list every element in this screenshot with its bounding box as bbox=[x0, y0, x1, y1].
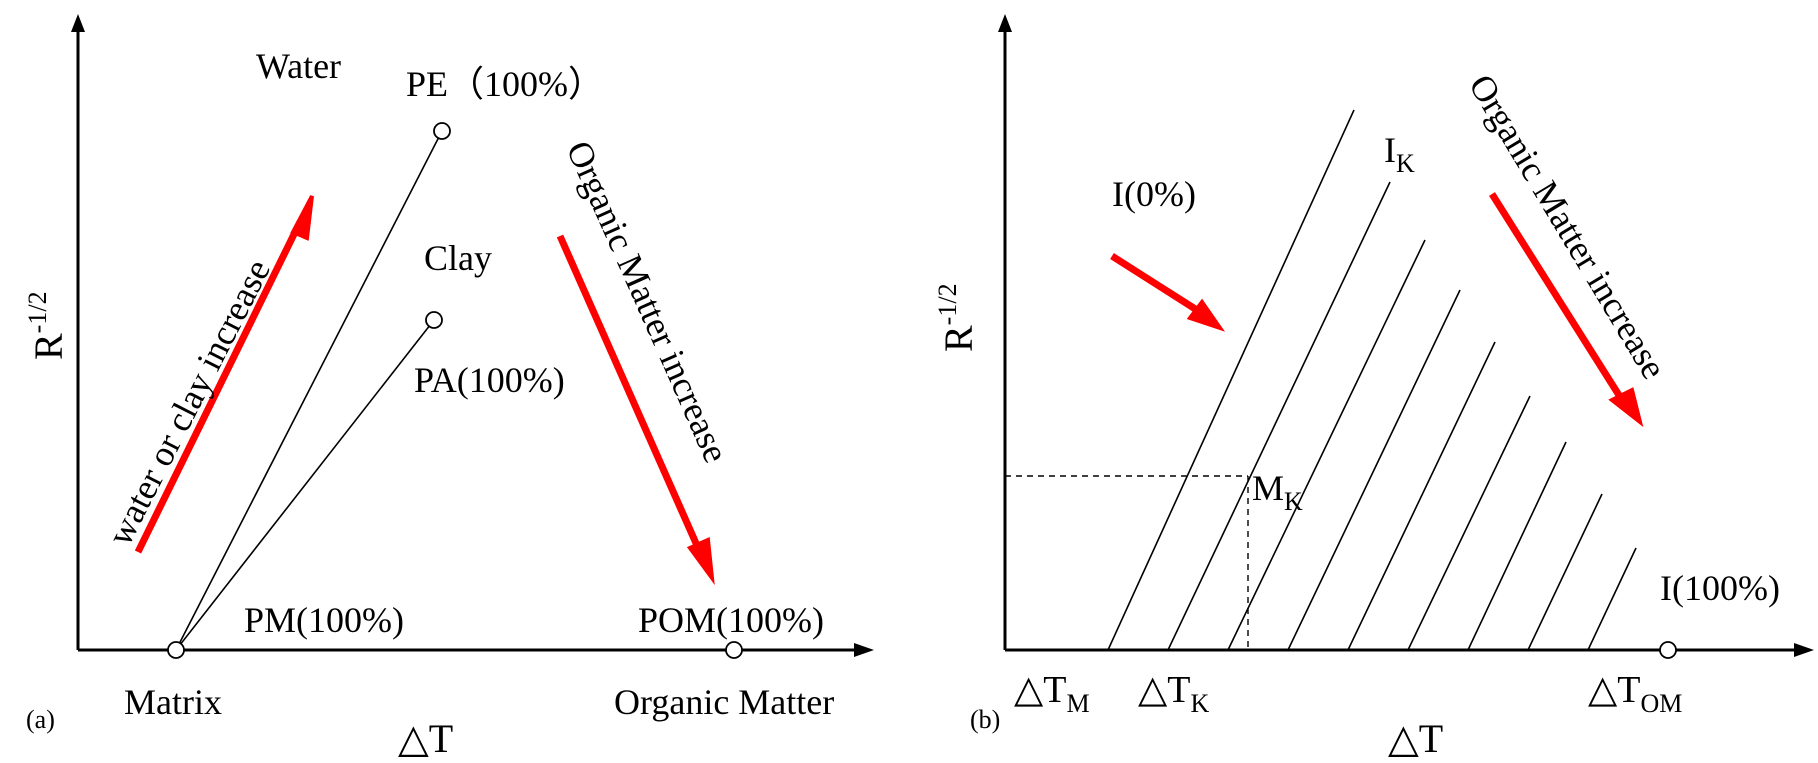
pa-label: PA(100%) bbox=[414, 360, 565, 400]
iso-line bbox=[1527, 493, 1603, 651]
panel-b-x-axis-arrowhead bbox=[1794, 643, 1814, 657]
panel-a-ylabel: R-1/2 bbox=[23, 291, 71, 360]
panel-a-x-axis-arrowhead bbox=[854, 643, 874, 657]
dtm-label: △TM bbox=[1014, 669, 1090, 718]
i0-arrow-head bbox=[1186, 298, 1226, 332]
om-arrow-label-b: Organic Matter increase bbox=[1461, 68, 1674, 386]
water-label: Water bbox=[256, 46, 341, 86]
om-arrow-head-a bbox=[686, 537, 715, 586]
pom-point bbox=[725, 641, 743, 659]
i100-point bbox=[1659, 641, 1677, 659]
iso-line bbox=[1167, 181, 1391, 651]
panel-b: R-1/2 I(0%) IK MK I(100%) △TM △TK △TOM △… bbox=[933, 14, 1814, 761]
panel-a-tag: (a) bbox=[26, 705, 55, 734]
iso-line bbox=[1347, 341, 1496, 651]
matrix-label: Matrix bbox=[124, 682, 222, 722]
pe-label: PE（100%） bbox=[406, 64, 604, 104]
panel-b-y-axis-arrowhead bbox=[998, 14, 1012, 32]
iso-line bbox=[1107, 109, 1355, 651]
matrix-point bbox=[167, 641, 185, 659]
om-arrow-head-b bbox=[1608, 387, 1644, 428]
water-clay-arrow-label: water or clay increase bbox=[99, 253, 278, 552]
iso-line bbox=[1407, 395, 1531, 651]
organic-matter-label: Organic Matter bbox=[614, 682, 834, 722]
iso-line bbox=[1227, 239, 1426, 651]
pm-label: PM(100%) bbox=[244, 600, 404, 640]
clay-label: Clay bbox=[424, 238, 492, 278]
dtk-label: △TK bbox=[1138, 669, 1209, 718]
i0-arrow-shaft bbox=[1110, 253, 1202, 315]
pa-point bbox=[425, 311, 443, 329]
pom-label: POM(100%) bbox=[638, 600, 824, 640]
ik-label: IK bbox=[1384, 130, 1415, 178]
panel-a-y-axis-arrowhead bbox=[71, 14, 85, 32]
pa-line bbox=[175, 319, 435, 651]
om-arrow-shaft-a bbox=[556, 234, 703, 552]
panel-a: R-1/2 Water PE（100%） Clay PA(100%) PM(10… bbox=[23, 14, 874, 761]
iso-line bbox=[1287, 289, 1461, 651]
iso-line bbox=[1587, 547, 1637, 651]
pe-point bbox=[433, 122, 451, 140]
panel-a-xlabel: △T bbox=[398, 716, 453, 758]
water-clay-arrow-shaft bbox=[134, 220, 304, 554]
water-clay-arrow-head bbox=[290, 195, 314, 241]
om-arrow-shaft-b bbox=[1489, 192, 1625, 402]
pe-line bbox=[175, 130, 443, 651]
panel-b-ylabel: R-1/2 bbox=[933, 283, 981, 352]
panel-b-xlabel: △T bbox=[1388, 716, 1443, 758]
mk-label: MK bbox=[1252, 468, 1303, 516]
i0-label: I(0%) bbox=[1112, 174, 1196, 214]
panel-b-tag: (b) bbox=[970, 705, 1000, 734]
iso-line bbox=[1467, 441, 1567, 651]
i100-label: I(100%) bbox=[1660, 568, 1780, 608]
dtom-label: △TOM bbox=[1588, 669, 1682, 718]
iso-lines bbox=[1107, 109, 1637, 651]
